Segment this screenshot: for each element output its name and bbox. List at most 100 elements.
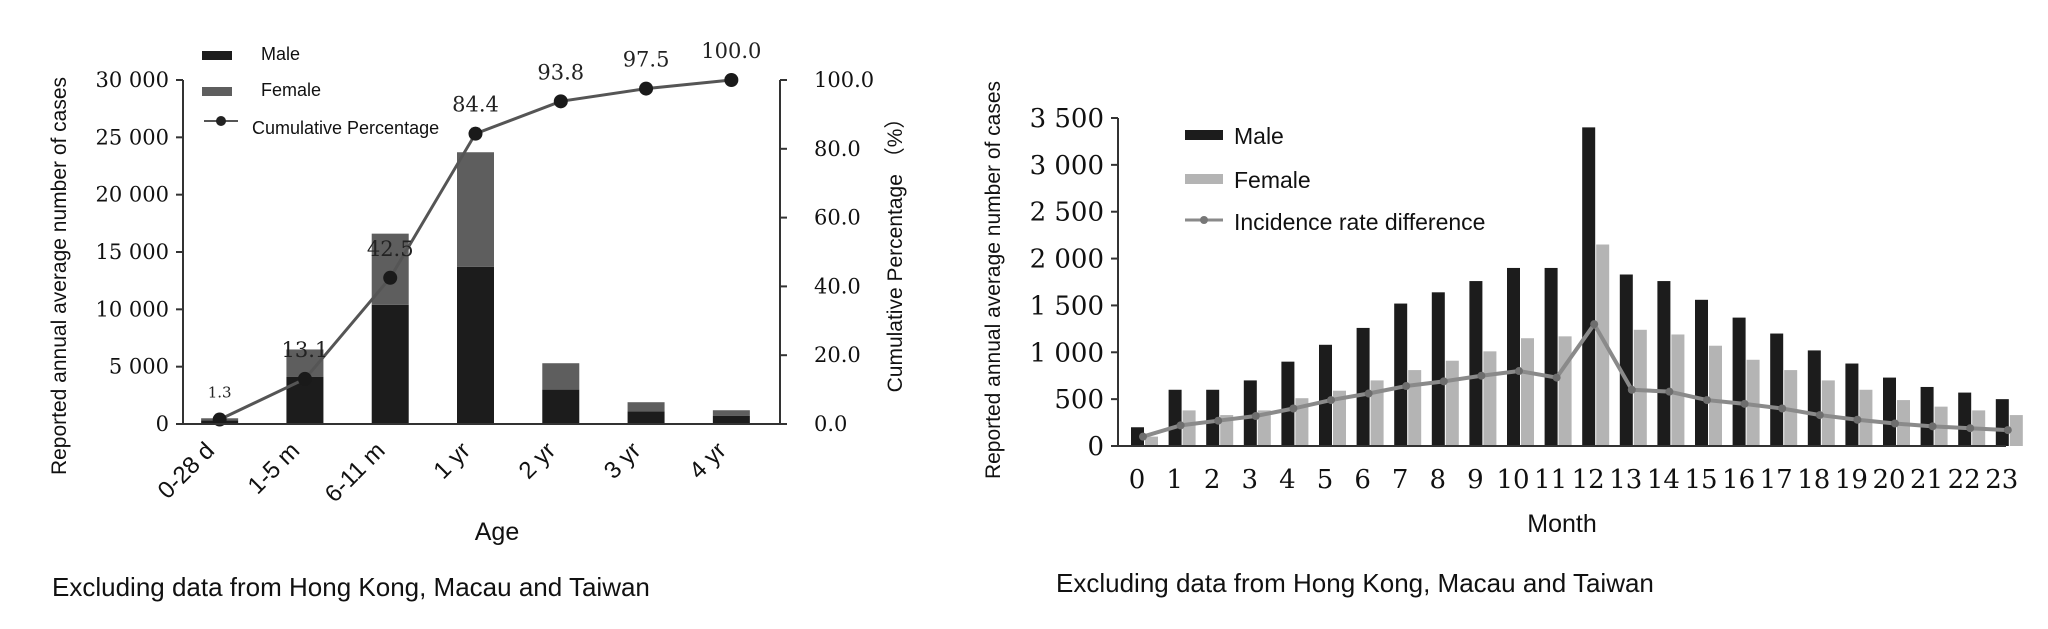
bar-male-21	[1920, 386, 1934, 446]
month-y-axis-label: Reported annual average number of cases	[982, 81, 1005, 479]
x-tick-label-4: 4	[1279, 465, 1296, 495]
legend-label-male: Male	[1234, 123, 1284, 149]
incidence-point-12	[1590, 320, 1599, 329]
bar-male-3	[1243, 380, 1257, 446]
x-tick-label-0: 0-28 d	[153, 437, 220, 504]
legend-label-male: Male	[261, 44, 300, 64]
cumulative-label-3: 84.4	[452, 93, 499, 117]
y2-tick-label-5: 100.0	[814, 68, 874, 92]
legend-marker-incidence	[1200, 216, 1208, 224]
incidence-point-10	[1515, 367, 1523, 376]
bar-female-0	[1145, 436, 1158, 446]
bar-male-20	[1883, 377, 1896, 446]
bar-female-14	[1671, 334, 1685, 446]
legend-label-incidence: Incidence rate difference	[1234, 209, 1485, 235]
y-tick-label-4: 20 000	[96, 183, 169, 207]
x-tick-label-18: 18	[1797, 465, 1830, 495]
x-tick-label-20: 20	[1872, 465, 1905, 495]
age-chart: 1.3 13.1 42.5 84.4 93.8 97.5 100.0 0 5 000 10 00…	[48, 39, 907, 602]
month-legend: Male Female Incidence rate difference	[1185, 123, 1485, 235]
bar-male-2	[1206, 389, 1220, 446]
cumulative-label-2: 42.5	[367, 237, 414, 261]
incidence-point-5	[1327, 396, 1335, 405]
cumulative-points: 1.3 13.1 42.5 84.4 93.8 97.5 100.0	[208, 39, 761, 427]
y-tick-label-0: 0	[156, 412, 169, 436]
cumulative-point-2	[383, 270, 398, 285]
incidence-point-6	[1364, 389, 1373, 398]
bar-male-23	[1995, 399, 2009, 446]
legend-swatch-male	[202, 51, 232, 60]
cumulative-point-3	[468, 126, 483, 141]
x-tick-label-12: 12	[1572, 465, 1605, 495]
bar-male-15	[1695, 299, 1708, 446]
legend-label-female: Female	[1234, 167, 1311, 193]
bar-male-18	[1807, 350, 1821, 446]
bar-male-12	[1582, 127, 1596, 446]
y-tick-label-4: 2 000	[1030, 245, 1104, 275]
bar-male-4	[542, 389, 580, 424]
bar-female-15	[1709, 345, 1722, 446]
cumulative-label-1: 13.1	[282, 338, 329, 362]
cumulative-point-5	[639, 81, 654, 96]
age-y-axis-right-label: Cumulative Percentage （%）	[884, 108, 907, 393]
x-tick-label-10: 10	[1496, 465, 1529, 495]
incidence-point-8	[1439, 377, 1448, 386]
incidence-point-16	[1740, 399, 1749, 408]
bar-male-13	[1619, 274, 1633, 446]
bar-male-16	[1732, 317, 1746, 446]
y2-tick-label-0: 0.0	[814, 412, 847, 436]
y-tick-label-0: 0	[1087, 432, 1104, 462]
bar-female-2	[1220, 415, 1234, 446]
x-tick-label-23: 23	[1985, 465, 2018, 495]
bar-male-22	[1958, 392, 1972, 446]
bar-male-0	[1131, 427, 1144, 446]
age-bars	[201, 152, 750, 424]
x-tick-label-13: 13	[1609, 465, 1642, 495]
y-tick-label-2: 1 000	[1030, 338, 1104, 368]
incidence-rate-difference-line	[1142, 320, 2008, 439]
bar-male-7	[1394, 303, 1408, 446]
incidence-point-14	[1665, 387, 1674, 396]
age-x-axis-label: Age	[475, 518, 519, 546]
cumulative-label-0: 1.3	[208, 384, 232, 402]
x-tick-label-6: 6	[1354, 465, 1371, 495]
incidence-point-19	[1853, 415, 1862, 424]
y2-tick-label-1: 20.0	[814, 343, 861, 367]
cumulative-label-6: 100.0	[701, 39, 761, 63]
x-tick-label-7: 7	[1392, 465, 1409, 495]
incidence-point-17	[1778, 404, 1787, 413]
y-tick-label-5: 2 500	[1030, 198, 1104, 228]
y-tick-label-6: 3 000	[1030, 151, 1104, 181]
y-tick-label-1: 5 000	[109, 355, 169, 379]
x-tick-label-19: 19	[1835, 465, 1868, 495]
incidence-point-15	[1703, 396, 1711, 405]
incidence-point-13	[1627, 385, 1636, 394]
bar-male-4	[1281, 361, 1295, 446]
y-tick-label-2: 10 000	[96, 297, 169, 321]
legend-swatch-female	[202, 87, 232, 96]
incidence-point-21	[1928, 422, 1937, 431]
bar-female-3	[457, 152, 494, 267]
incidence-point-9	[1477, 371, 1486, 380]
bar-female-1	[1182, 410, 1196, 446]
bar-female-3	[1257, 410, 1271, 446]
x-tick-label-15: 15	[1684, 465, 1717, 495]
incidence-point-1	[1176, 421, 1185, 430]
month-bars	[1131, 127, 2023, 446]
bar-male-10	[1507, 267, 1520, 446]
bar-male-8	[1431, 292, 1445, 446]
bar-male-6	[712, 415, 750, 424]
incidence-point-2	[1214, 416, 1223, 425]
x-tick-label-1: 1	[1166, 465, 1183, 495]
x-tick-label-17: 17	[1760, 465, 1793, 495]
bar-male-19	[1845, 363, 1859, 446]
incidence-rate-points	[1139, 320, 2012, 441]
x-tick-label-8: 8	[1430, 465, 1447, 495]
bar-female-9	[1483, 351, 1497, 446]
bar-female-10	[1521, 338, 1534, 446]
age-legend: Male Female Cumulative Percentage	[202, 44, 439, 138]
bar-female-12	[1596, 244, 1610, 446]
incidence-point-18	[1815, 411, 1824, 420]
